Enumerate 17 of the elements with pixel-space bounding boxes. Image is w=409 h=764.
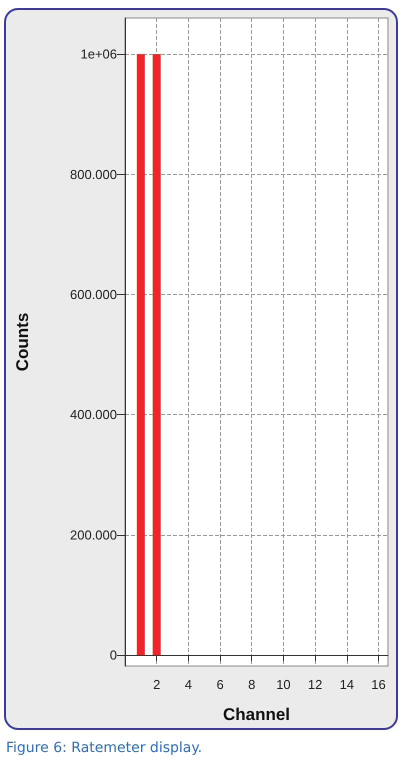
y-tick-label: 400.000 (70, 407, 117, 422)
x-tick-label: 6 (216, 677, 224, 692)
y-tick-label: 0 (110, 648, 117, 663)
y-tick-label: 1e+06 (80, 46, 117, 62)
x-axis-title: Channel (222, 705, 290, 724)
y-tick-label: 600.000 (70, 287, 117, 302)
x-tick-label: 16 (371, 677, 386, 692)
caption: Figure 6: Ratemeter display. (6, 740, 202, 756)
y-tick-label: 800.000 (70, 166, 117, 182)
x-tick-label: 8 (248, 677, 256, 692)
y-axis-title: Counts (13, 312, 32, 372)
x-tick-label: 4 (184, 677, 192, 692)
x-tick-label: 12 (308, 677, 322, 692)
x-tick-label: 2 (153, 677, 160, 692)
y-tick-label: 200.000 (70, 527, 117, 542)
x-tick-label: 10 (276, 677, 291, 692)
x-tick-label: 14 (340, 677, 354, 692)
